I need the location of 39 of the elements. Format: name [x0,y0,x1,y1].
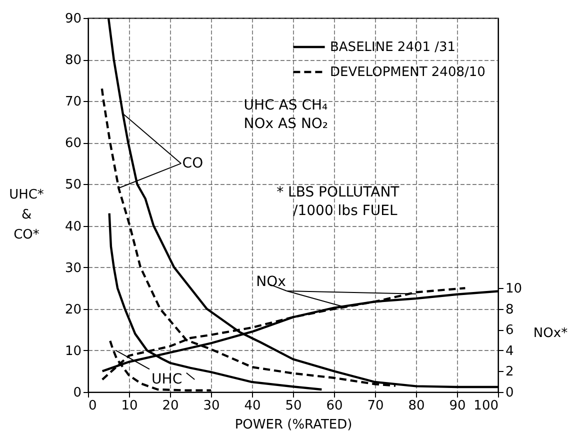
annotation: UHC [152,372,182,388]
annotation: CO [182,155,204,172]
y2-tick-label: 4 [506,344,514,359]
annotation: NOx [256,274,286,290]
x-tick-label: 70 [367,398,384,414]
y-tick-label: 50 [64,178,82,193]
annotation: * LBS POLLUTANT [276,184,400,201]
x-tick-label: 90 [449,398,466,414]
y-tick-label: 70 [64,94,82,110]
legend-label: DEVELOPMENT 2408/10 [330,65,486,80]
x-tick-label: 100 [474,398,498,414]
y-tick-label: 90 [64,12,82,26]
y-tick-label: 0 [73,386,82,400]
x-tick-label: 10 [121,398,138,414]
y-tick-label: 10 [64,344,82,359]
x-tick-label: 40 [244,398,261,414]
y2-tick-label: 6 [506,323,514,338]
x-tick-label: 0 [88,398,97,414]
x-axis-title: POWER (%RATED) [234,418,352,432]
y2-tick-label: 8 [506,302,514,318]
x-tick-label: 60 [326,398,343,414]
annotation: UHC AS CH₄ [244,97,328,114]
x-tick-label: 80 [408,398,425,414]
legend-label: BASELINE 2401 /31 [330,40,456,55]
x-tick-label: 30 [203,398,220,414]
y2-tick-label: 10 [506,282,522,297]
annotation: /1000 lbs FUEL [293,203,398,220]
y2-tick-label: 2 [506,364,514,380]
y-tick-label: 20 [64,302,82,318]
y2-tick-label: 0 [506,386,514,400]
y-axis-title: UHC* & CO* [9,187,44,242]
y-tick-label: 30 [64,260,82,276]
y2-axis-title: NOx* [533,326,568,342]
x-tick-label: 20 [162,398,179,414]
annotation: NOx AS NO₂ [244,116,328,132]
x-tick-label: 50 [285,398,302,414]
y-tick-label: 40 [64,219,82,234]
y-tick-label: 60 [64,136,82,152]
y-tick-label: 80 [64,53,82,68]
